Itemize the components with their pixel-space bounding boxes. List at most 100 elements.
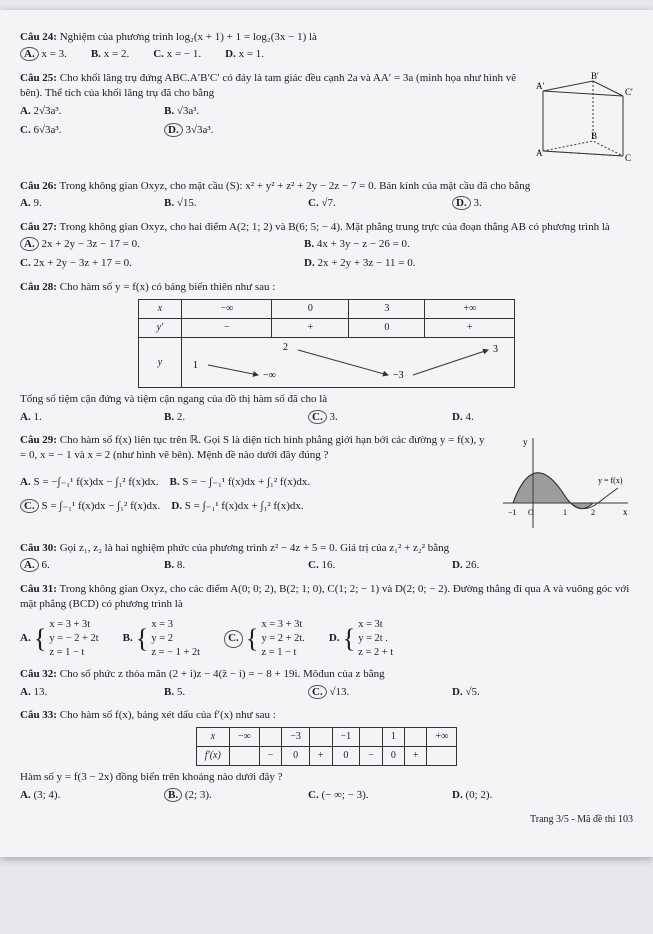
prism-B: B: [591, 131, 597, 141]
q29-c: S = ∫₋₁¹ f(x)dx − ∫₁² f(x)dx.: [41, 500, 160, 512]
q31-title: Câu 31:: [20, 583, 57, 595]
q27-a: 2x + 2y − 3z − 17 = 0.: [41, 238, 139, 250]
prism-C: C: [625, 153, 631, 163]
q28-b: 2.: [177, 411, 185, 423]
q29-d: S = ∫₋₁¹ f(x)dx + ∫₁² f(x)dx.: [185, 500, 304, 512]
q30-b: 8.: [177, 559, 185, 571]
q26-options: A. 9. B. √15. C. √7. D. 3.: [20, 196, 633, 211]
q33-text2: Hàm số y = f(3 − 2x) đồng biến trên khoả…: [20, 770, 633, 785]
svg-text:2: 2: [591, 508, 595, 517]
q33-options: A. (3; 4). B. (2; 3). C. (− ∞; − 3). D. …: [20, 788, 633, 803]
q33-title: Câu 33:: [20, 709, 57, 721]
q33-a: (3; 4).: [33, 789, 60, 801]
svg-text:3: 3: [493, 344, 498, 355]
svg-text:−1: −1: [508, 508, 517, 517]
q26-c: √7.: [321, 197, 335, 209]
question-30: Câu 30: Gọi z₁, z₂ là hai nghiệm phức củ…: [20, 541, 633, 574]
q27-options: A. 2x + 2y − 3z − 17 = 0. B. 4x + 3y − z…: [20, 237, 633, 272]
question-27: Câu 27: Trong không gian Oxyz, cho hai đ…: [20, 220, 633, 272]
q25-b: √3a³.: [177, 105, 199, 117]
q28-title: Câu 28:: [20, 281, 57, 293]
q30-options: A. 6. B. 8. C. 16. D. 26.: [20, 558, 633, 573]
q28-x2: 3: [349, 300, 425, 319]
svg-text:y = f(x): y = f(x): [598, 476, 623, 485]
q31-a: A.{ x = 3 + 3t y = − 2 + 2t z = 1 − t: [20, 618, 99, 659]
q32-c: √13.: [329, 686, 349, 698]
q24-c: x = − 1.: [167, 48, 201, 60]
q28-yp3: +: [425, 319, 515, 338]
q29-c-row: C. S = ∫₋₁¹ f(x)dx − ∫₁² f(x)dx. D. S = …: [20, 494, 485, 518]
q31-options: A.{ x = 3 + 3t y = − 2 + 2t z = 1 − t B.…: [20, 618, 633, 659]
q25-text: Cho khối lăng trụ đứng ABC.A′B′C′ có đáy…: [20, 72, 516, 99]
svg-text:−3: −3: [393, 370, 404, 380]
q29-a-row: A. S = −∫₋₁¹ f(x)dx − ∫₁² f(x)dx. B. S =…: [20, 470, 485, 494]
opt-a-label: A.: [20, 47, 39, 61]
prism-figure: A′ B′ C′ A B C: [533, 71, 633, 171]
svg-text:1: 1: [193, 360, 198, 371]
prism-Cp: C′: [625, 87, 633, 97]
q24-options: A. x = 3. B. x = 2. C. x = − 1. D. x = 1…: [20, 47, 633, 62]
q33-sign-table: x −∞ −3 −1 1 +∞ f′(x) − 0 + 0 − 0 +: [196, 727, 457, 766]
q26-text: Trong không gian Oxyz, cho mặt cầu (S): …: [60, 180, 531, 192]
q26-b: √15.: [177, 197, 197, 209]
q32-options: A. 13. B. 5. C. √13. D. √5.: [20, 685, 633, 700]
page-footer: Trang 3/5 - Mã đề thi 103: [20, 813, 633, 827]
q29-graph: x y y = f(x) −1 O 1 2: [493, 433, 633, 533]
q26-a: 9.: [33, 197, 41, 209]
question-29: Câu 29: Cho hàm số f(x) liên tục trên ℝ.…: [20, 433, 633, 533]
opt-d-label: D.: [225, 48, 236, 60]
q31-c: C.{ x = 3 + 3t y = 2 + 2t. z = 1 − t: [224, 618, 305, 659]
q29-text: Cho hàm số f(x) liên tục trên ℝ. Gọi S l…: [20, 434, 485, 461]
q27-c: 2x + 2y − 3z + 17 = 0.: [33, 257, 131, 269]
q28-d: 4.: [465, 411, 473, 423]
q27-text: Trong không gian Oxyz, cho hai điểm A(2;…: [60, 221, 610, 233]
svg-text:x: x: [623, 507, 628, 517]
q27-d: 2x + 2y + 3z − 11 = 0.: [317, 257, 415, 269]
opt-b-label: B.: [91, 48, 101, 60]
question-33: Câu 33: Cho hàm số f(x), bảng xét dấu củ…: [20, 708, 633, 803]
q33-c: (− ∞; − 3).: [321, 789, 368, 801]
q32-a: 13.: [33, 686, 47, 698]
prism-Bp: B′: [591, 71, 599, 81]
q30-text: Gọi z₁, z₂ là hai nghiệm phức của phương…: [60, 542, 449, 554]
q29-b: S = − ∫₋₁¹ f(x)dx + ∫₁² f(x)dx.: [182, 476, 310, 488]
q28-yp0: −: [182, 319, 272, 338]
question-26: Câu 26: Trong không gian Oxyz, cho mặt c…: [20, 179, 633, 212]
q24-text: Nghiệm của phương trình log₂(x + 1) + 1 …: [60, 31, 317, 43]
q25-a: 2√3a³.: [33, 105, 61, 117]
q30-c: 16.: [321, 559, 335, 571]
svg-text:O: O: [528, 508, 534, 517]
q33-d: (0; 2).: [465, 789, 492, 801]
q25-c: 6√3a³.: [33, 124, 61, 136]
question-32: Câu 32: Cho số phức z thỏa mãn (2 + i)z …: [20, 667, 633, 700]
question-24: Câu 24: Nghiệm của phương trình log₂(x +…: [20, 30, 633, 63]
q28-yp1: +: [272, 319, 349, 338]
q24-title: Câu 24:: [20, 31, 57, 43]
q28-a: 1.: [33, 411, 41, 423]
q30-title: Câu 30:: [20, 542, 57, 554]
q28-variation-table: x −∞ 0 3 +∞ y′ − + 0 + y 1 −∞: [138, 299, 516, 388]
q24-d: x = 1.: [239, 48, 264, 60]
q32-title: Câu 32:: [20, 668, 57, 680]
q28-x1: 0: [272, 300, 349, 319]
question-31: Câu 31: Trong không gian Oxyz, cho các đ…: [20, 582, 633, 660]
q33-text: Cho hàm số f(x), bảng xét dấu của f′(x) …: [60, 709, 276, 721]
q24-a: x = 3.: [41, 48, 66, 60]
svg-text:y: y: [523, 437, 528, 447]
svg-text:−∞: −∞: [263, 370, 276, 380]
q31-text: Trong không gian Oxyz, cho các điểm A(0;…: [20, 583, 629, 610]
prism-A: A: [536, 148, 543, 158]
q28-yp2: 0: [349, 319, 425, 338]
opt-c-label: C.: [153, 48, 164, 60]
q31-b: B.{ x = 3 y = 2 z = − 1 + 2t: [123, 618, 200, 659]
q27-title: Câu 27:: [20, 221, 57, 233]
q28-x3: +∞: [425, 300, 515, 319]
q32-text: Cho số phức z thỏa mãn (2 + i)z − 4(z̄ −…: [60, 668, 385, 680]
q32-b: 5.: [177, 686, 185, 698]
q26-title: Câu 26:: [20, 180, 57, 192]
prism-Ap: A′: [536, 81, 544, 91]
q25-d: 3√3a³.: [185, 124, 213, 136]
svg-text:2: 2: [283, 342, 288, 353]
q24-b: x = 2.: [104, 48, 129, 60]
q27-b: 4x + 3y − z − 26 = 0.: [317, 238, 410, 250]
